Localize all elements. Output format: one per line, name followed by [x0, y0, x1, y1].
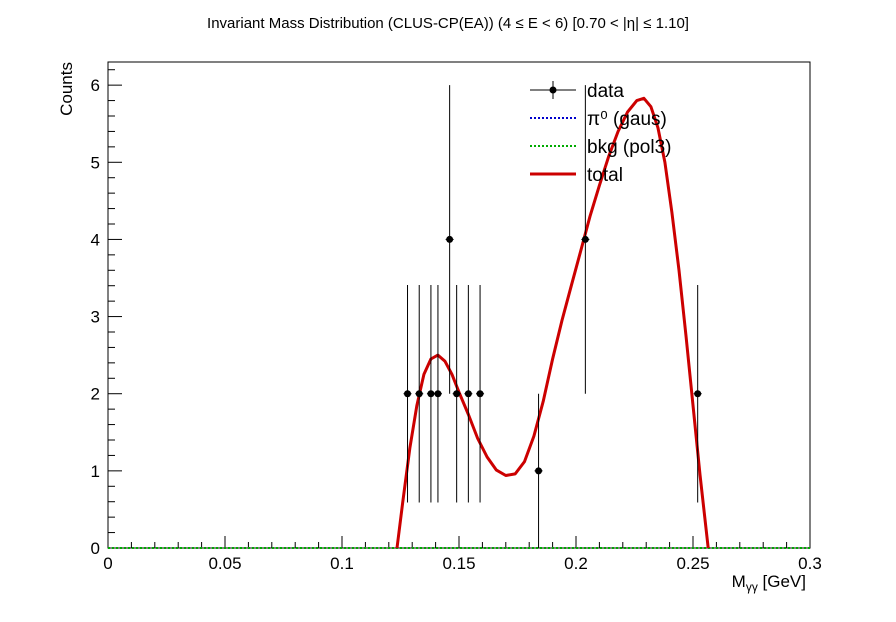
- y-axis: 0 1 2 3 4 5 6: [91, 69, 122, 558]
- series-line-total: [395, 96, 710, 549]
- data-point: [403, 284, 412, 503]
- chart-title: Invariant Mass Distribution (CLUS-CP(EA)…: [207, 15, 689, 32]
- data-point: [581, 85, 590, 394]
- x-tick-label: 0.1: [330, 554, 354, 573]
- legend-label: data: [587, 81, 624, 102]
- data-point: [464, 284, 473, 503]
- x-axis-label: Mγγ [GeV]: [732, 572, 806, 594]
- legend-label: π⁰ (gaus): [587, 109, 667, 130]
- y-tick-label: 6: [91, 76, 100, 95]
- x-tick-label: 0.25: [676, 554, 709, 573]
- legend: data π⁰ (gaus) bkg (pol3) total: [530, 81, 672, 186]
- legend-entry: π⁰ (gaus): [530, 109, 667, 130]
- legend-entry: total: [530, 165, 623, 186]
- data-point: [693, 284, 702, 503]
- y-tick-label: 2: [91, 385, 100, 404]
- legend-entry: bkg (pol3): [530, 137, 672, 158]
- data-point: [445, 85, 454, 394]
- data-point: [426, 284, 435, 503]
- x-tick-label: 0.2: [564, 554, 588, 573]
- plot-frame: [107, 61, 811, 549]
- y-tick-label: 4: [91, 230, 100, 249]
- data-point: [433, 284, 442, 503]
- legend-entry: data: [530, 81, 624, 102]
- data-series: [403, 85, 702, 548]
- x-tick-label: 0.15: [442, 554, 475, 573]
- x-tick-label: 0.3: [798, 554, 822, 573]
- fit-curves: [108, 96, 810, 549]
- data-point: [415, 284, 424, 503]
- y-tick-label: 5: [91, 153, 100, 172]
- data-point: [452, 284, 461, 503]
- y-tick-label: 0: [91, 539, 100, 558]
- x-tick-label: 0: [103, 554, 112, 573]
- y-axis-label: Counts: [57, 62, 76, 116]
- x-axis: 0 0.05 0.1 0.15 0.2 0.25 0.3: [103, 536, 822, 573]
- legend-label: total: [587, 165, 623, 186]
- x-tick-label: 0.05: [208, 554, 241, 573]
- data-point: [476, 284, 485, 503]
- data-point: [534, 393, 543, 548]
- legend-label: bkg (pol3): [587, 137, 672, 158]
- y-tick-label: 3: [91, 308, 100, 327]
- y-tick-label: 1: [91, 462, 100, 481]
